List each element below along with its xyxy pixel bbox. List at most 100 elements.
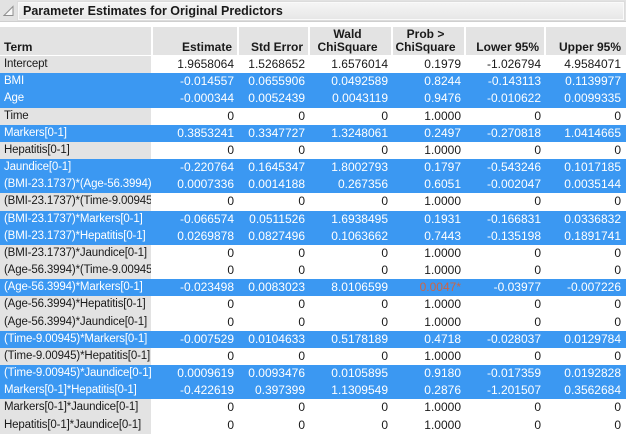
table-row[interactable]: (Time-9.00945)*Markers[0-1] -0.007529 0.01…	[0, 330, 626, 348]
column-header-upper-95[interactable]: Upper 95%	[546, 27, 626, 55]
table-row[interactable]: Hepatitis[0-1] 0 0 0 1.0000 0 0	[0, 141, 626, 160]
prob-cell: 0.1797	[424, 160, 461, 175]
table-row[interactable]: (Time-9.00945)*Hepatitis[0-1] 0 0 0 1.0000 0 0	[0, 347, 626, 366]
wald-cell: 0	[381, 108, 388, 123]
lower-cell: 0	[534, 348, 541, 363]
std-error-cell: 0	[298, 194, 305, 209]
table-row[interactable]: (BMI-23.1737)*Markers[0-1] -0.066574 0.051…	[0, 210, 626, 228]
table-row[interactable]: (Age-56.3994)*(Time-9.00945) 0 0 0 1.0000 0 0	[0, 262, 626, 280]
column-header-term[interactable]: Term	[0, 27, 153, 55]
term-cell: (Age-56.3994)*Hepatitis[0-1]	[0, 296, 153, 314]
estimate-cell: -0.007529	[179, 331, 234, 346]
std-error-cell: 1.5268652	[248, 57, 305, 71]
table-row[interactable]: Markers[0-1]*Jaundice[0-1] 0 0 0 1.0000 0 0	[0, 399, 626, 417]
prob-cell: 1.0000	[424, 400, 461, 415]
upper-cell: 0	[614, 314, 621, 329]
report-title: Parameter Estimates for Original Predict…	[17, 0, 625, 21]
prob-cell: 1.0000	[424, 194, 461, 209]
column-header-lower-95[interactable]: Lower 95%	[466, 27, 546, 55]
term-cell: Jaundice[0-1]	[4, 161, 72, 174]
upper-cell: 0.3562684	[564, 383, 621, 398]
table-row[interactable]: (BMI-23.1737)*(Time-9.00945) 0 0 0 1.0000 0 0	[0, 193, 626, 211]
wald-cell: 0.0492589	[331, 74, 388, 89]
term-cell: (Age-56.3994)*Markers[0-1]	[4, 281, 143, 294]
estimate-cell: 0	[227, 417, 234, 432]
std-error-cell: 0	[298, 263, 305, 278]
column-header-prob-chisquare[interactable]: Prob > ChiSquare	[393, 27, 466, 55]
disclosure-open-icon[interactable]	[2, 4, 15, 17]
upper-cell: 0	[614, 245, 621, 260]
std-error-cell: 0.0083023	[248, 280, 305, 295]
term-cell: Age	[4, 92, 25, 105]
table-row[interactable]: (BMI-23.1737)*Hepatitis[0-1] 0.0269878 0.0…	[0, 227, 626, 245]
table-row[interactable]: Time 0 0 0 1.0000 0 0	[0, 107, 626, 125]
estimate-cell: 0	[227, 314, 234, 329]
upper-cell: 0	[614, 263, 621, 278]
table-row[interactable]: (BMI-23.1737)*(Age-56.3994) 0.0007336 0.00…	[0, 176, 626, 194]
prob-cell: 0.4718	[424, 331, 461, 346]
std-error-cell: 0.0655906	[248, 74, 305, 89]
std-error-cell: 0.0014188	[248, 177, 305, 192]
term-cell: (BMI-23.1737)*Jaundice[0-1]	[0, 244, 153, 263]
upper-cell: 0	[614, 194, 621, 209]
table-row[interactable]: (Time-9.00945)*Jaundice[0-1] 0.0009619 0.0…	[0, 365, 626, 383]
upper-cell: 0.0035144	[564, 177, 621, 192]
prob-cell: 0.2876	[424, 383, 461, 398]
estimate-cell: -0.422619	[179, 383, 234, 398]
upper-cell: 0	[614, 142, 621, 157]
term-cell: (BMI-23.1737)*(Age-56.3994)	[4, 178, 152, 191]
lower-cell: -0.03977	[493, 280, 541, 295]
table-row[interactable]: BMI -0.014557 0.0655906 0.0492589 0.8244 -0.1…	[0, 73, 626, 91]
wald-cell: 0.5178189	[331, 331, 388, 346]
table-row[interactable]: (BMI-23.1737)*Jaundice[0-1] 0 0 0 1.0000 0 0	[0, 244, 626, 263]
lower-cell: 0	[534, 417, 541, 432]
table-row[interactable]: (Age-56.3994)*Markers[0-1] -0.023498 0.008…	[0, 279, 626, 297]
table-header-row: Term Estimate Std Error Wald ChiSquare Prob …	[0, 27, 626, 56]
term-cell: Markers[0-1]	[4, 126, 67, 139]
wald-cell: 0	[381, 194, 388, 209]
lower-cell: -0.002047	[486, 177, 541, 192]
column-header-std-error[interactable]: Std Error	[239, 27, 310, 55]
term-cell: Hepatitis[0-1]	[0, 141, 153, 160]
lower-cell: -0.543246	[486, 160, 541, 175]
std-error-cell: 0.0093476	[248, 366, 305, 381]
std-error-cell: 0	[298, 297, 305, 312]
lower-cell: -1.201507	[486, 383, 541, 398]
column-header-wald-chisquare[interactable]: Wald ChiSquare	[310, 27, 393, 55]
std-error-cell: 0.1645347	[248, 160, 305, 175]
lower-cell: -0.010622	[486, 91, 541, 106]
column-header-estimate[interactable]: Estimate	[153, 27, 239, 55]
std-error-cell: 0	[298, 417, 305, 432]
term-cell: (Age-56.3994)*Jaundice[0-1]	[0, 313, 153, 331]
table-row[interactable]: Jaundice[0-1] -0.220764 0.1645347 1.8002793…	[0, 159, 626, 177]
lower-cell: -0.028037	[486, 331, 541, 346]
upper-cell: 0	[614, 348, 621, 363]
prob-cell: 0.7443	[424, 228, 461, 243]
estimate-cell: -0.220764	[179, 160, 234, 175]
wald-cell: 0	[381, 314, 388, 329]
upper-cell: 0	[614, 417, 621, 432]
table-row[interactable]: Age -0.000344 0.0052439 0.0043119 0.9476 -0.0…	[0, 90, 626, 108]
upper-cell: 0.1017185	[564, 160, 621, 175]
prob-cell: 0.6051	[424, 177, 461, 192]
wald-cell: 0.1063662	[331, 228, 388, 243]
table-row[interactable]: (Age-56.3994)*Jaundice[0-1] 0 0 0 1.0000 0 0	[0, 313, 626, 331]
prob-cell: 1.0000	[424, 297, 461, 312]
table-row[interactable]: Hepatitis[0-1]*Jaundice[0-1] 0 0 0 1.0000 0 0	[0, 416, 626, 434]
lower-cell: 0	[534, 314, 541, 329]
prob-cell: 0.1979	[424, 57, 461, 71]
table-row[interactable]: Markers[0-1]*Hepatitis[0-1] -0.422619 0.39…	[0, 382, 626, 400]
prob-cell: 0.0047*	[419, 280, 461, 295]
std-error-cell: 0.0511526	[249, 211, 305, 226]
estimate-cell: -0.014557	[179, 74, 234, 89]
table-body: Intercept 1.9658064 1.5268652 1.6576014 0.19…	[0, 56, 626, 434]
lower-cell: 0	[534, 142, 541, 157]
table-row[interactable]: Intercept 1.9658064 1.5268652 1.6576014 0.19…	[0, 56, 626, 74]
estimate-cell: 0	[227, 142, 234, 157]
table-row[interactable]: (Age-56.3994)*Hepatitis[0-1] 0 0 0 1.0000 0 0	[0, 296, 626, 314]
prob-cell: 1.0000	[424, 348, 461, 363]
table-row[interactable]: Markers[0-1] 0.3853241 0.3347727 1.3248061 0…	[0, 124, 626, 142]
lower-cell: -0.135198	[486, 228, 541, 243]
lower-cell: 0	[534, 108, 541, 123]
prob-cell: 1.0000	[424, 417, 461, 432]
